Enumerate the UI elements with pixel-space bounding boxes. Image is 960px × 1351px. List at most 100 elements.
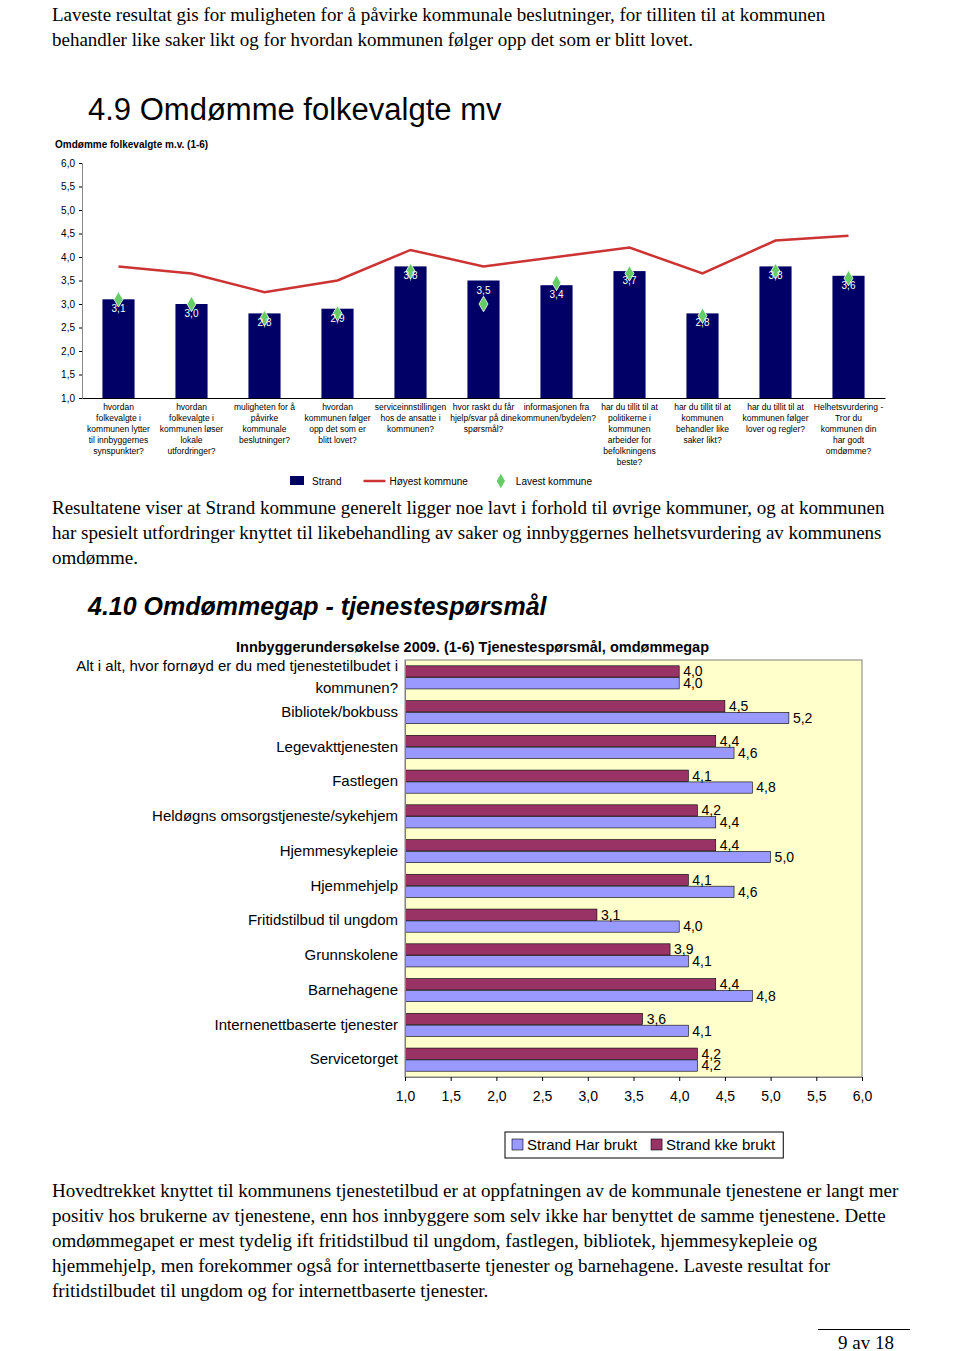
bar <box>405 701 725 712</box>
bar <box>832 276 864 398</box>
data-label: 2,8 <box>258 317 272 328</box>
tick: 4,5 <box>716 1077 736 1104</box>
tick: 1,5 <box>61 369 82 380</box>
bar <box>405 886 734 897</box>
bar <box>102 299 134 398</box>
tick: 2,5 <box>61 322 82 333</box>
marker <box>479 296 488 312</box>
data-label: 3,6 <box>647 1011 667 1027</box>
data-label: 4,4 <box>720 733 740 749</box>
legend-swatch <box>512 1139 523 1150</box>
data-label: 3,6 <box>842 280 856 291</box>
chart: Innbyggerundersøkelse 2009. (1-6) Tjenes… <box>0 630 960 1170</box>
tick: 4,0 <box>670 1077 690 1104</box>
tick-label: 3,5 <box>624 1088 644 1104</box>
data-label: 3,9 <box>674 941 694 957</box>
label-line: beslutninger? <box>239 435 290 445</box>
bar <box>405 666 679 677</box>
legend-swatch <box>651 1139 662 1150</box>
bar <box>248 313 280 398</box>
label-line: kommunen <box>681 413 723 423</box>
bar <box>540 285 572 398</box>
tick: 3,5 <box>61 275 82 286</box>
label-line: hjelp/svar på dine <box>450 413 517 423</box>
bar <box>405 747 734 758</box>
tick-mark <box>79 328 82 329</box>
data-label: 4,4 <box>720 837 740 853</box>
tick-mark <box>451 1077 452 1081</box>
label-line: Legevakttjenesten <box>276 738 398 755</box>
tick: Servicetorget <box>310 1050 405 1067</box>
tick-mark <box>725 1077 726 1081</box>
label-line: hos de ansatte i <box>380 413 440 423</box>
tick: 6,0 <box>61 158 82 169</box>
label-line: hvordan <box>322 402 353 412</box>
tick-label: 3,5 <box>61 275 75 286</box>
tick-label: 2,0 <box>61 346 75 357</box>
bar <box>405 1013 643 1024</box>
tick-mark <box>816 1077 817 1081</box>
label-line: Fastlegen <box>332 772 398 789</box>
tick: 6,0 <box>853 1077 873 1104</box>
tick: har du tillit til atkommunen følgerlover… <box>742 398 808 434</box>
tick-mark <box>79 234 82 235</box>
tick: muligheten for åpåvirkekommunalebeslutni… <box>234 398 295 445</box>
tick: hvordanfolkevalgte ikommunen løserlokale… <box>160 398 223 456</box>
bar <box>405 979 716 990</box>
category-label: Helhetsvurdering -Tror dukommunen dinhar… <box>814 402 884 456</box>
tick-label: 3,0 <box>579 1088 599 1104</box>
label-line: Heldøgns omsorgstjeneste/sykehjem <box>152 807 398 824</box>
data-label: 2,9 <box>331 313 345 324</box>
tick-mark <box>79 375 82 376</box>
tick-mark <box>79 304 82 305</box>
tick: Helhetsvurdering -Tror dukommunen dinhar… <box>814 398 884 456</box>
tick: 3,5 <box>624 1077 644 1104</box>
tick-label: 1,0 <box>396 1088 416 1104</box>
legend-swatch <box>290 476 304 485</box>
label-line: spørsmål? <box>464 424 504 434</box>
paragraph: Hovedtrekket knyttet til kommunens tjene… <box>52 1178 917 1303</box>
bar <box>321 309 353 398</box>
label-line: Tror du <box>835 413 862 423</box>
tick: Fritidstilbud til ungdom <box>248 911 405 928</box>
tick: 1,0 <box>61 393 82 404</box>
legend-label: Strand Har brukt <box>527 1136 638 1153</box>
data-label: 4,1 <box>692 872 712 888</box>
label-line: informasjonen fra <box>524 402 590 412</box>
tick-label: 4,0 <box>670 1088 690 1104</box>
bar <box>613 271 645 398</box>
bar <box>405 840 716 851</box>
tick-label: 1,5 <box>441 1088 461 1104</box>
tick: Legevakttjenesten <box>276 738 405 755</box>
tick: 5,0 <box>61 205 82 216</box>
category-label: Legevakttjenesten <box>276 738 398 755</box>
label-line: Hjemmesykepleie <box>280 842 398 859</box>
data-label: 3,8 <box>769 270 783 281</box>
label-line: Bibliotek/bokbuss <box>281 703 398 720</box>
tick: 5,5 <box>807 1077 827 1104</box>
label-line: Fritidstilbud til ungdom <box>248 911 398 928</box>
axis-line <box>79 164 83 399</box>
tick: 1,0 <box>396 1077 416 1104</box>
label-line: hvordan <box>103 402 134 412</box>
data-label: 4,6 <box>738 884 758 900</box>
tick-mark <box>496 1077 497 1081</box>
label-line: hvordan <box>176 402 207 412</box>
label-line: Internenettbaserte tjenester <box>215 1016 398 1033</box>
category-label: hvordankommunen følgeropp det som erblit… <box>304 402 370 445</box>
label-line: kommunen løser <box>160 424 223 434</box>
bar <box>405 1025 688 1036</box>
tick-label: 1,0 <box>61 393 75 404</box>
label-line: politikerne i <box>608 413 651 423</box>
category-label: har du tillit til atkommunenbehandler li… <box>674 402 731 445</box>
category-label: Internenettbaserte tjenester <box>215 1016 398 1033</box>
tick: Hjemmehjelp <box>310 877 405 894</box>
tick-mark <box>405 1077 406 1081</box>
data-labels: 3,13,02,82,93,83,53,43,72,83,83,6 <box>112 270 856 328</box>
label-line: muligheten for å <box>234 402 295 412</box>
heading: 4.10 Omdømmegap - tjenestespørsmål <box>88 590 546 622</box>
tick: informasjonen frakommunen/bydelen? <box>517 398 596 423</box>
label-line: serviceinnstillingen <box>375 402 447 412</box>
category-label: Hjemmehjelp <box>310 877 398 894</box>
tick: 1,5 <box>441 1077 461 1104</box>
